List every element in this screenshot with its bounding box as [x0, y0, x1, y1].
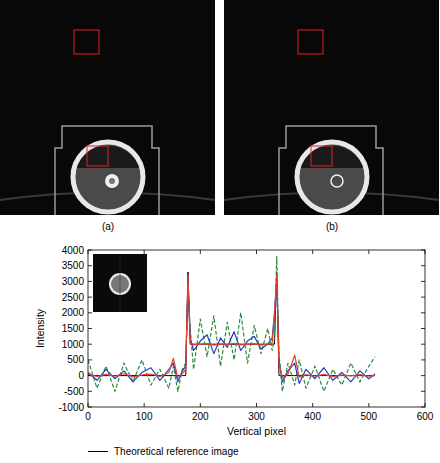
roi-box	[311, 146, 332, 166]
y-tick-label: 1000	[62, 339, 85, 350]
plot-frame	[88, 250, 425, 407]
y-tick	[421, 312, 425, 313]
y-tick-label: 0	[78, 370, 84, 381]
panel-label: (b)	[326, 221, 338, 232]
y-axis-title: Intensity	[34, 308, 46, 348]
y-tick	[421, 344, 425, 345]
ct-ring	[73, 142, 143, 212]
y-tick	[421, 328, 425, 329]
y-tick	[88, 391, 92, 392]
y-tick-label: 2500	[62, 292, 85, 303]
y-tick	[88, 297, 92, 298]
series-line	[88, 275, 375, 378]
ct-background	[224, 0, 439, 215]
x-tick-label: 100	[136, 411, 153, 422]
ct-panel: (b)	[224, 0, 439, 232]
y-tick	[421, 359, 425, 360]
ct-insert	[105, 174, 119, 188]
y-tick-label: 3500	[62, 260, 85, 271]
ct-panel: (a)	[0, 0, 215, 232]
legend: Theoretical reference image	[88, 446, 239, 457]
series-line	[88, 272, 375, 376]
series-line	[88, 256, 375, 391]
x-tick	[368, 403, 369, 407]
roi-box	[298, 30, 323, 54]
ct-holder	[55, 126, 159, 215]
y-tick-label: 1500	[62, 323, 85, 334]
roi-box	[74, 30, 99, 54]
x-axis-title: Vertical pixel	[227, 425, 286, 437]
ct-insert-core	[109, 178, 115, 184]
legend-swatch	[88, 451, 108, 452]
axes: -1000-5000500100015002000250030003500400…	[58, 245, 433, 423]
x-tick-label: 300	[248, 411, 265, 422]
x-tick	[368, 250, 369, 254]
x-tick-label: 400	[304, 411, 321, 422]
x-tick	[256, 250, 257, 254]
y-tick	[88, 312, 92, 313]
y-tick	[88, 344, 92, 345]
y-tick	[421, 375, 425, 376]
y-tick	[421, 265, 425, 266]
y-tick-label: 3000	[62, 276, 85, 287]
y-tick-label: 4000	[62, 245, 85, 256]
figure: (a)(b)-1000-5000500100015002000250030003…	[0, 0, 440, 463]
y-tick	[421, 297, 425, 298]
y-tick	[421, 391, 425, 392]
inset-bg	[93, 254, 147, 312]
y-tick-label: -500	[64, 386, 84, 397]
inset	[93, 254, 147, 312]
y-tick-label: 500	[67, 354, 84, 365]
x-tick	[256, 403, 257, 407]
inset-line	[120, 256, 121, 310]
y-tick	[88, 328, 92, 329]
ct-background	[0, 0, 215, 215]
legend-label: Theoretical reference image	[114, 446, 239, 457]
x-tick	[200, 250, 201, 254]
y-tick	[421, 281, 425, 282]
y-tick-label: -1000	[58, 402, 84, 413]
x-tick	[312, 403, 313, 407]
y-tick	[88, 265, 92, 266]
x-tick	[144, 403, 145, 407]
x-tick	[200, 403, 201, 407]
plot-area	[88, 250, 425, 407]
ct-holder	[279, 126, 383, 215]
series-line	[88, 278, 375, 383]
y-tick-label: 2000	[62, 307, 85, 318]
ct-phantom	[298, 143, 366, 211]
panel-label: (a)	[102, 221, 114, 232]
x-tick-label: 600	[417, 411, 434, 422]
ct-ring	[297, 142, 367, 212]
x-tick	[144, 250, 145, 254]
x-tick-label: 200	[192, 411, 209, 422]
roi-box	[87, 146, 108, 166]
series-group	[88, 256, 375, 391]
x-tick-label: 500	[360, 411, 377, 422]
x-tick	[312, 250, 313, 254]
y-tick	[88, 281, 92, 282]
ct-insert	[331, 175, 343, 187]
ct-phantom	[74, 143, 142, 211]
x-tick-label: 0	[85, 411, 91, 422]
